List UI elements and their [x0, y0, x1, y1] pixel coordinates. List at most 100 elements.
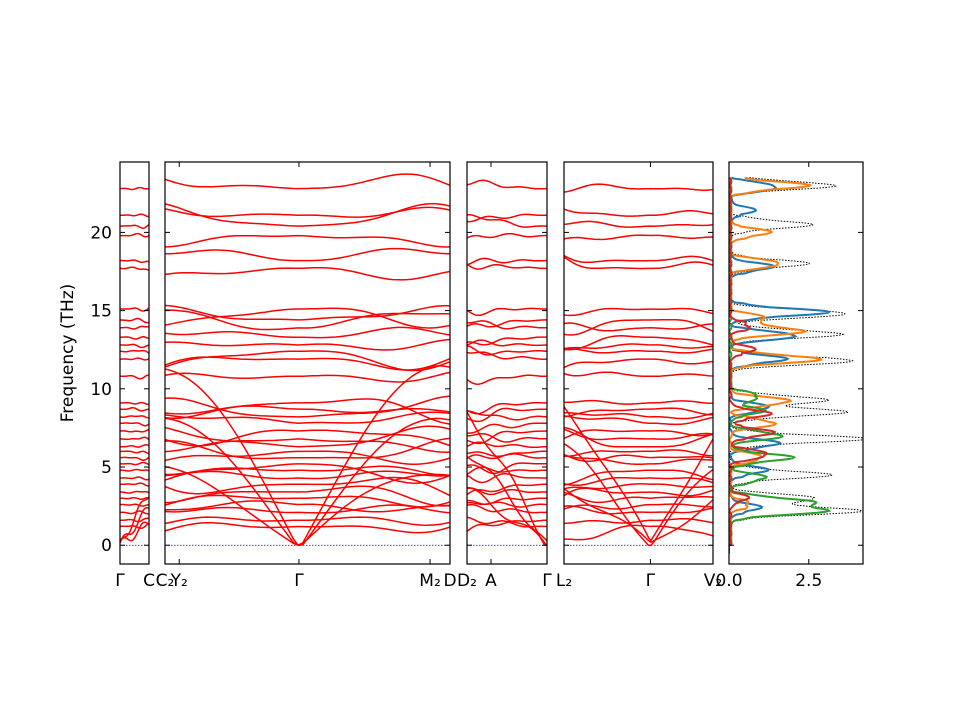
panel-frame [563, 161, 714, 565]
band-line [165, 437, 450, 460]
band-line [120, 266, 149, 271]
band-line [165, 202, 450, 227]
band-line [564, 453, 713, 465]
band-line [467, 336, 547, 346]
band-line [120, 213, 149, 218]
y-tick-label: 5 [101, 458, 112, 478]
band-line [467, 486, 547, 546]
dos-series-line [729, 177, 832, 554]
band-panel-4: L₂ Γ V₂ [556, 161, 722, 591]
y-tick-label: 15 [90, 302, 112, 322]
band-line [564, 443, 713, 546]
band-line [165, 206, 450, 218]
x-tick-label: Γ [115, 571, 125, 591]
band-line [120, 456, 149, 461]
dos-series-line [729, 176, 832, 554]
band-line [165, 463, 450, 484]
band-line [120, 223, 149, 229]
band-line [165, 485, 450, 507]
band-line [120, 429, 149, 433]
band-line [120, 468, 149, 472]
band-line [120, 259, 149, 264]
band-line [467, 462, 547, 475]
band-line [165, 326, 450, 339]
band-line [165, 411, 450, 424]
x-tick-label: C₂ [156, 571, 175, 591]
x-tick-label: Γ [294, 571, 304, 591]
band-line [165, 365, 450, 547]
band-panel-3: D₂ A Γ [457, 161, 552, 591]
band-line [467, 483, 547, 496]
band-line [165, 307, 450, 329]
band-line [564, 256, 713, 270]
band-line [120, 415, 149, 419]
band-line [564, 234, 713, 241]
band-line [467, 307, 547, 317]
y-axis-label: Frequency (THz) [58, 284, 78, 423]
band-line [165, 350, 450, 372]
band-line [165, 247, 450, 262]
x-tick-label: D₂ [457, 571, 477, 591]
dos-panel: 0.0 2.5 [715, 161, 864, 591]
band-line [564, 343, 713, 350]
band-line [467, 441, 547, 449]
band-line [165, 450, 450, 466]
band-line [467, 402, 547, 415]
band-line [120, 357, 149, 361]
band-line [467, 179, 547, 190]
band-line [467, 319, 547, 328]
band-line [467, 455, 547, 542]
band-line [564, 307, 713, 317]
band-line [120, 436, 149, 441]
band-line [165, 405, 450, 415]
band-line [564, 415, 713, 426]
band-line [564, 411, 713, 420]
band-line [564, 348, 713, 354]
band-line [564, 429, 713, 439]
band-line [467, 257, 547, 266]
band-line [467, 519, 547, 532]
band-line [120, 507, 149, 544]
band-line [564, 524, 713, 541]
x-tick-label: V₂ [704, 571, 722, 591]
band-line [564, 254, 713, 264]
band-curves [120, 186, 149, 544]
band-line [564, 335, 713, 351]
band-line [165, 338, 450, 351]
band-line [165, 522, 450, 534]
band-line [564, 491, 713, 504]
band-line [564, 483, 713, 490]
band-line [120, 232, 149, 238]
band-line [165, 494, 450, 508]
band-line [120, 496, 149, 542]
band-line [120, 422, 149, 427]
band-line [467, 430, 547, 445]
band-line [467, 345, 547, 356]
band-line [165, 371, 450, 383]
band-line [564, 406, 713, 542]
panel-frame [164, 161, 451, 565]
band-line [564, 476, 713, 487]
band-line [120, 461, 149, 466]
band-line [564, 517, 713, 525]
band-line [165, 417, 450, 546]
band-line [165, 398, 450, 425]
band-line [467, 503, 547, 514]
band-line [467, 374, 547, 385]
band-line [467, 487, 547, 496]
band-line [564, 358, 713, 369]
band-line [564, 322, 713, 332]
band-line [564, 428, 713, 441]
band-panel-1: Γ C 0 5 10 15 20 [90, 161, 155, 591]
dos-x-tick-label: 2.5 [795, 571, 822, 591]
band-line [120, 482, 149, 487]
band-line [165, 500, 450, 513]
band-line [120, 406, 149, 412]
band-line [467, 351, 547, 360]
band-line [564, 318, 713, 336]
band-line [564, 208, 713, 217]
band-line [467, 339, 547, 347]
band-line [467, 232, 547, 239]
band-line [165, 470, 450, 480]
